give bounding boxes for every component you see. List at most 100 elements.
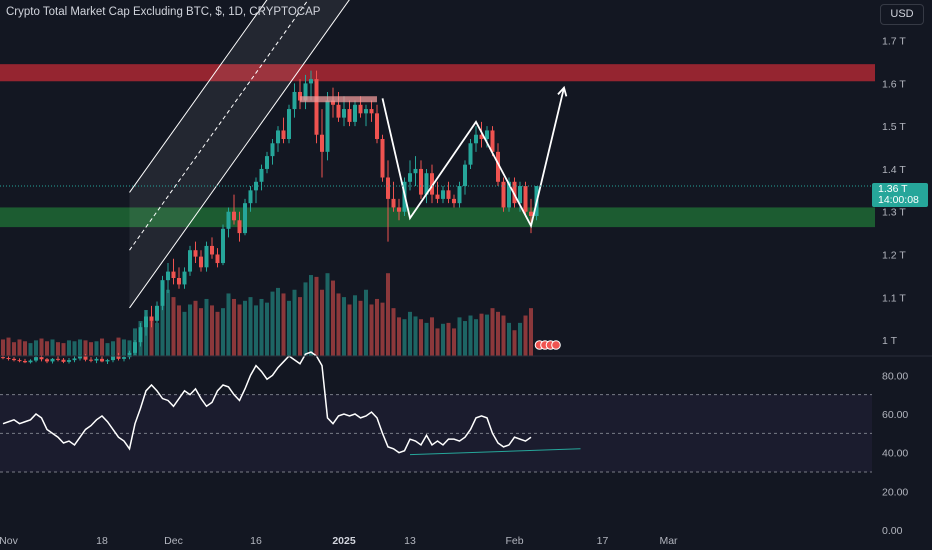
volume-bar — [298, 297, 302, 356]
volume-bar — [210, 305, 214, 356]
time-axis-label: 13 — [404, 535, 416, 547]
candle — [111, 356, 115, 361]
currency-button[interactable]: USD — [880, 4, 924, 25]
candle — [369, 109, 374, 114]
channel-upper-line — [129, 0, 268, 193]
volume-bar — [342, 297, 346, 356]
volume-bar — [331, 280, 335, 356]
volume-bar — [105, 343, 110, 356]
volume-bar — [468, 315, 473, 356]
time-axis-label: Feb — [505, 535, 523, 547]
time-axis-label: 2025 — [332, 535, 356, 547]
candle — [375, 113, 379, 140]
volume-bar — [457, 317, 462, 356]
indicator-axis-label: 60.00 — [882, 409, 908, 421]
candle — [193, 250, 198, 257]
volume-bar — [270, 291, 275, 356]
volume-bar — [254, 305, 258, 356]
volume-bar — [413, 316, 418, 356]
volume-bar — [94, 341, 99, 356]
volume-bar — [501, 315, 506, 356]
candle — [12, 358, 16, 361]
candle — [100, 358, 104, 362]
candle — [149, 316, 154, 321]
volume-bar — [276, 287, 280, 356]
volume-bar — [402, 319, 407, 356]
volume-bar — [474, 319, 478, 356]
candle — [259, 168, 264, 182]
volume-bar — [166, 289, 170, 356]
candle — [155, 305, 159, 321]
candle — [501, 181, 506, 208]
candle — [276, 130, 280, 144]
volume-bar — [89, 342, 93, 356]
volume-bar — [122, 339, 126, 356]
volume-bar — [303, 282, 308, 356]
volume-bar — [204, 298, 209, 356]
candle — [232, 211, 236, 221]
volume-bar — [127, 340, 132, 356]
indicator-axis-label: 80.00 — [882, 370, 908, 382]
volume-bar — [248, 297, 253, 356]
volume-bar — [347, 304, 352, 356]
indicator-axis-label: 40.00 — [882, 448, 908, 460]
candle — [463, 164, 467, 187]
volume-bar — [28, 343, 33, 356]
candle — [67, 360, 71, 362]
candle — [485, 130, 489, 140]
candle — [303, 83, 308, 101]
indicator-band — [0, 394, 872, 472]
bar-countdown: 14:00:08 — [878, 194, 919, 206]
candle — [468, 143, 473, 165]
price-axis-label: 1.2 T — [882, 249, 906, 261]
candle — [39, 357, 44, 360]
volume-bar — [336, 293, 341, 356]
volume-bar — [430, 317, 434, 356]
volume-bar — [292, 289, 297, 356]
volume-bar — [226, 293, 231, 356]
volume-bar — [358, 300, 363, 356]
candle — [166, 271, 170, 281]
candle — [23, 360, 27, 363]
last-price-value: 1.36 T — [878, 183, 908, 195]
resistance-zone — [0, 64, 875, 82]
candle — [188, 250, 192, 272]
volume-bar — [171, 297, 176, 356]
volume-bar — [39, 338, 44, 356]
candle — [347, 109, 352, 122]
time-axis-label: 17 — [597, 535, 609, 547]
volume-bar — [265, 302, 269, 356]
volume-bar — [518, 322, 522, 356]
channel-lower-line — [129, 0, 350, 309]
candle — [358, 104, 363, 114]
candle — [457, 186, 462, 204]
volume-bar — [78, 339, 82, 356]
price-pane[interactable] — [0, 0, 875, 364]
volume-bar — [435, 328, 440, 356]
projection-line — [381, 87, 565, 229]
volume-bar — [160, 302, 165, 356]
volume-bar — [364, 289, 368, 356]
last-price-badge: 1.36 T 14:00:08 — [872, 183, 928, 207]
candle — [254, 181, 258, 191]
event-flag-icon — [551, 340, 561, 350]
volume-bar — [287, 300, 291, 356]
chart-title: Crypto Total Market Cap Excluding BTC, $… — [6, 6, 321, 18]
volume-bar — [243, 300, 247, 356]
candle — [331, 100, 335, 105]
divergence-line — [409, 448, 581, 456]
indicator-line — [2, 351, 532, 454]
candle — [490, 130, 495, 152]
candle — [34, 357, 38, 361]
candle — [116, 356, 121, 359]
candle — [45, 359, 49, 362]
candle — [127, 352, 132, 358]
candle — [50, 358, 55, 362]
volume-bar — [325, 273, 330, 356]
candle — [446, 190, 451, 199]
candle — [89, 359, 93, 361]
price-axis-label: 1 T — [882, 335, 898, 347]
indicator-pane[interactable] — [0, 351, 872, 473]
